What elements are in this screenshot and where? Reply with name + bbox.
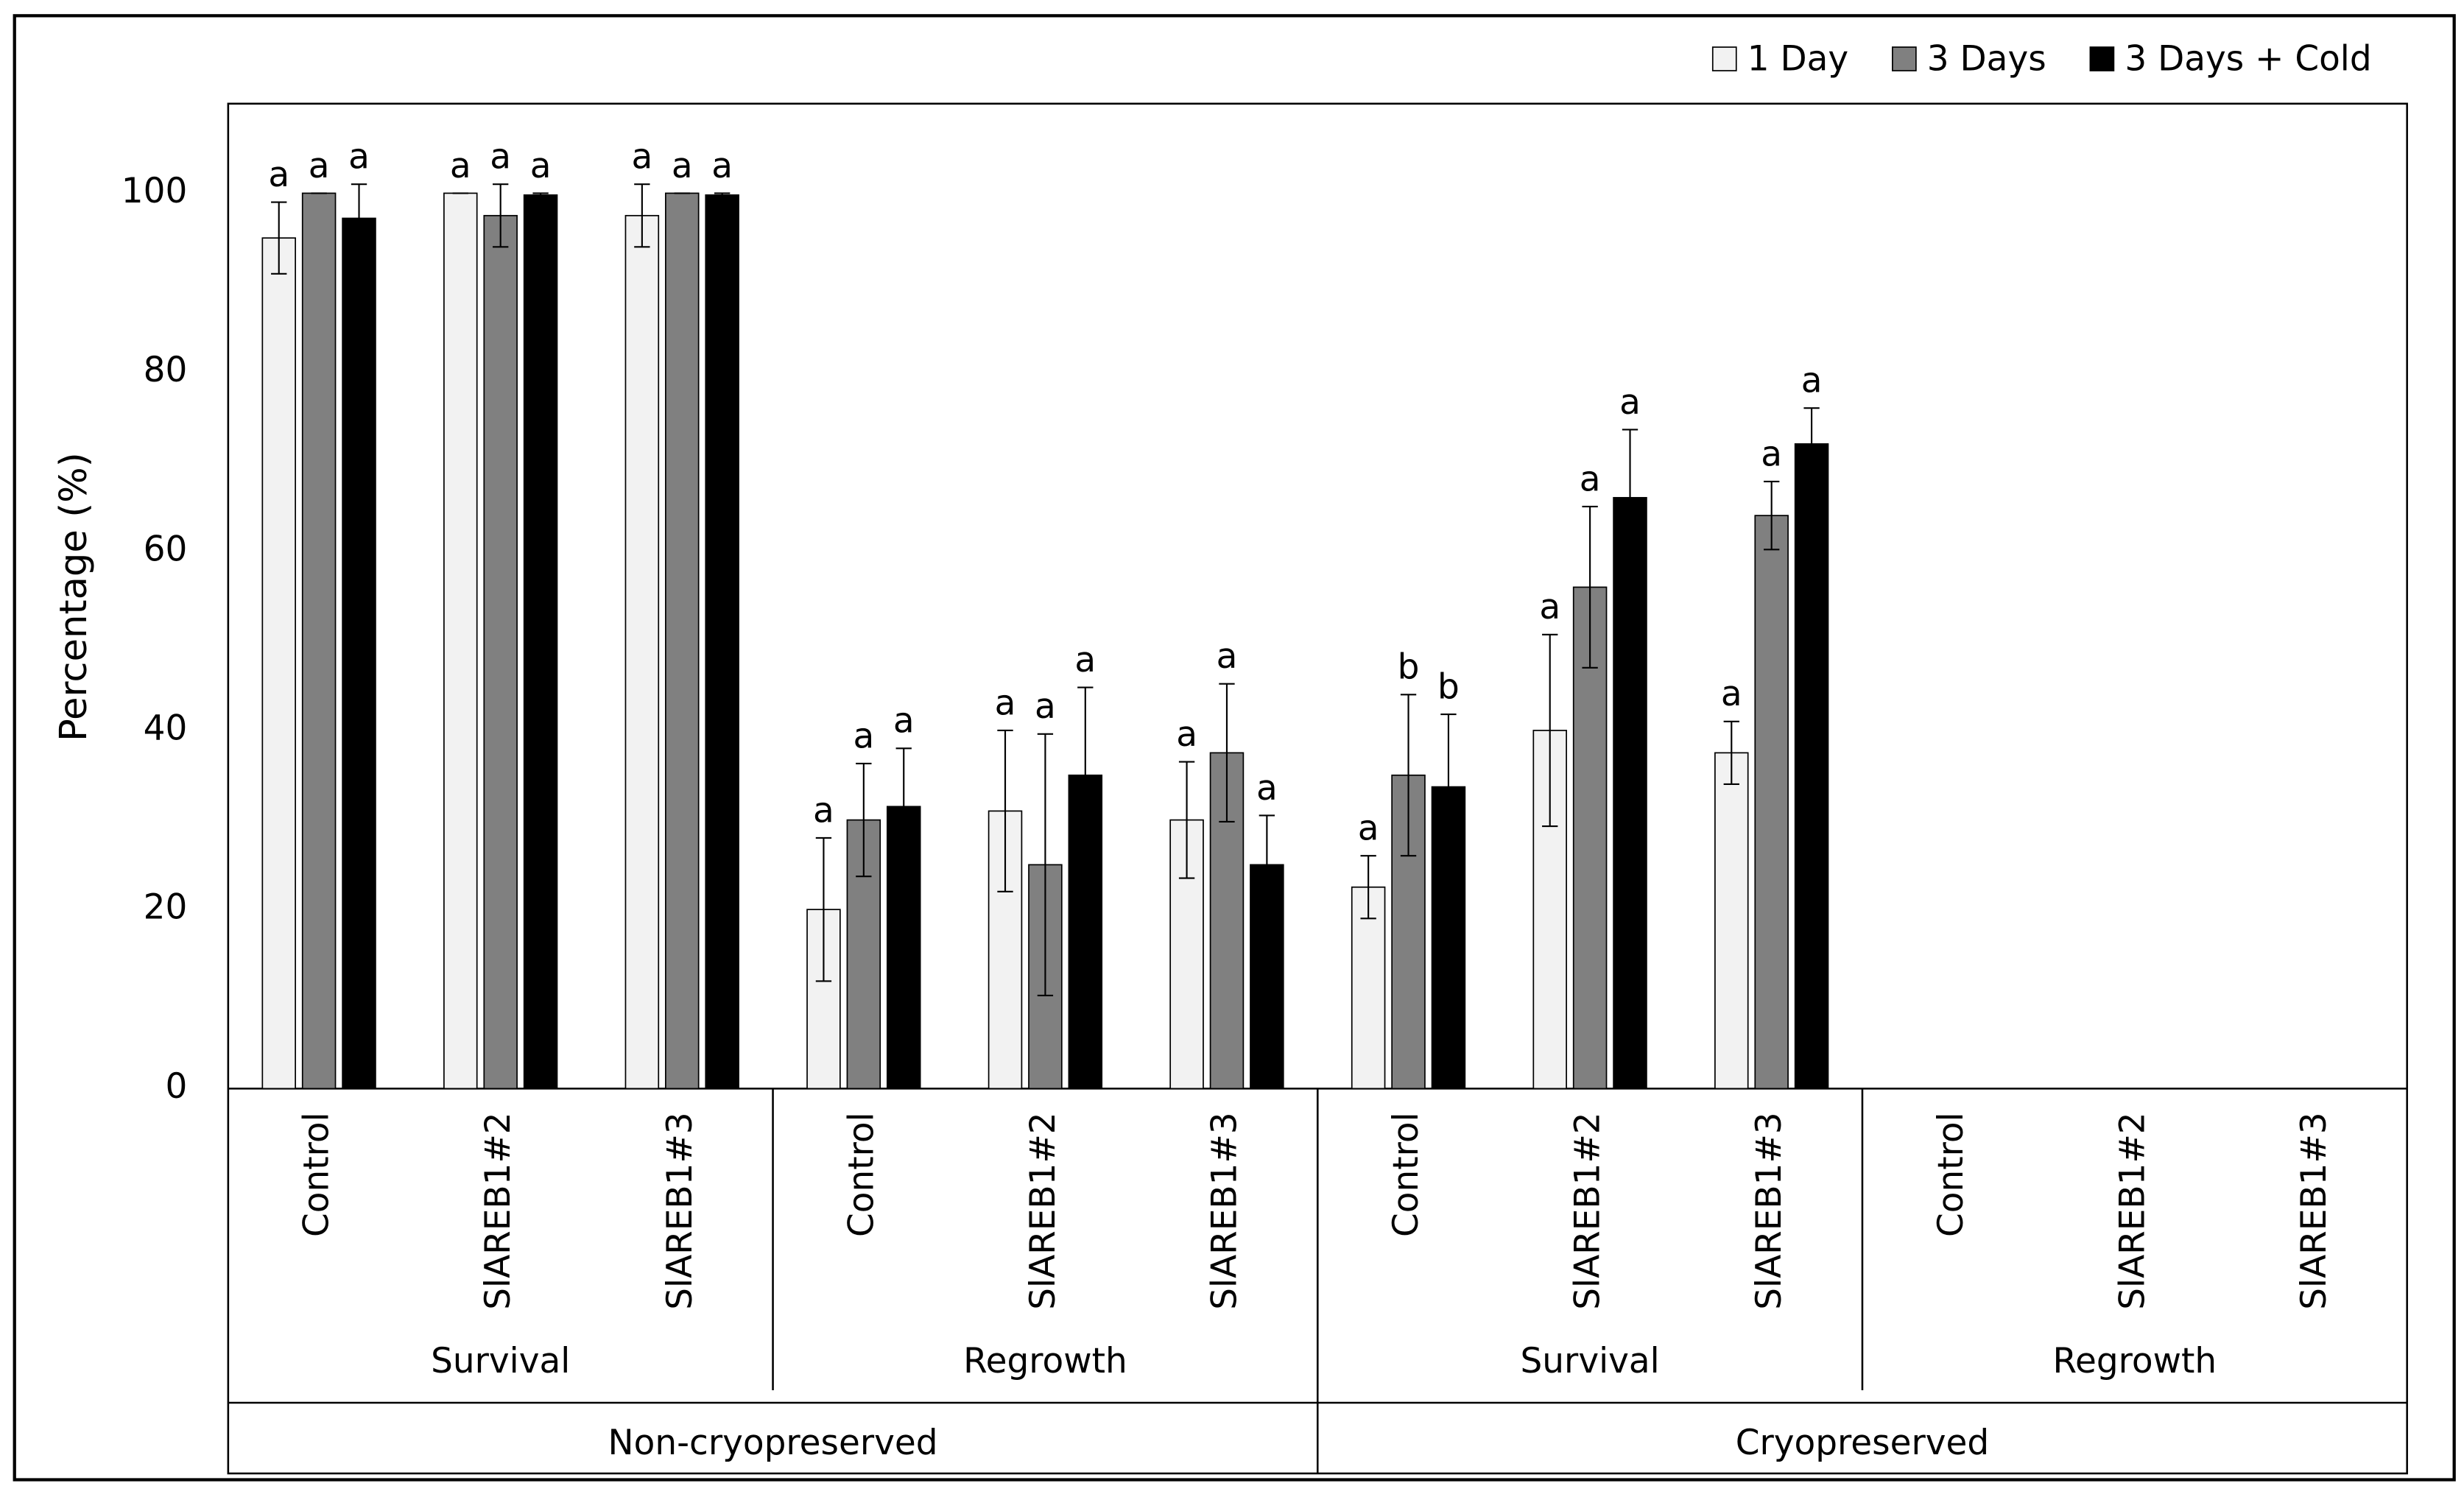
error-bar <box>895 747 912 866</box>
significance-letter: a <box>711 146 733 186</box>
legend-swatch <box>1711 46 1737 71</box>
significance-letter: a <box>813 790 834 831</box>
error-bar <box>1723 720 1739 785</box>
super-group-label: Cryopreserved <box>1736 1423 1989 1463</box>
error-bar <box>493 183 509 248</box>
significance-letter: a <box>893 701 915 742</box>
super-group-label: Non-cryopreserved <box>608 1423 938 1463</box>
legend-label: 3 Days + Cold <box>2125 39 2371 80</box>
significance-letter: a <box>1074 640 1096 680</box>
significance-letter: a <box>1619 382 1641 423</box>
significance-letter: a <box>853 716 874 756</box>
x-tick-label: Control <box>297 1112 337 1237</box>
error-bar <box>714 192 731 198</box>
error-bar <box>271 201 287 275</box>
significance-letter: a <box>490 137 511 177</box>
significance-letter: a <box>1256 768 1278 809</box>
x-tick-label: Control <box>1386 1112 1426 1237</box>
bar <box>1794 443 1829 1090</box>
significance-letter: a <box>1761 434 1782 474</box>
bar <box>342 217 376 1090</box>
x-tick-label: SlAREB1#3 <box>1204 1112 1245 1309</box>
bar <box>1572 586 1608 1090</box>
significance-letter: a <box>672 146 693 186</box>
significance-letter: a <box>1176 714 1197 755</box>
error-bar <box>1219 683 1235 823</box>
x-tick-label: Control <box>1931 1112 1971 1237</box>
bar <box>443 192 478 1090</box>
significance-letter: a <box>268 155 289 195</box>
significance-letter: a <box>1539 587 1560 627</box>
significance-letter: a <box>450 146 471 186</box>
bar <box>261 237 296 1090</box>
error-bar <box>634 183 650 248</box>
x-tick-label: SlAREB1#2 <box>1023 1112 1063 1309</box>
x-tick-label: Control <box>841 1112 881 1237</box>
y-tick-label: 0 <box>166 1066 188 1107</box>
error-bar <box>1440 714 1457 861</box>
legend-swatch <box>2089 46 2115 71</box>
y-axis-title: Percentage (%) <box>52 452 96 742</box>
bar <box>624 214 660 1090</box>
y-tick-label: 60 <box>144 529 188 569</box>
group-label: Survival <box>1521 1341 1660 1381</box>
error-bar <box>1400 694 1417 857</box>
significance-letter: a <box>631 137 652 177</box>
x-tick-label: SlAREB1#2 <box>478 1112 518 1309</box>
y-tick-label: 80 <box>144 350 188 390</box>
error-bar <box>1764 480 1780 551</box>
x-tick-label: SlAREB1#3 <box>2294 1112 2334 1309</box>
error-bar <box>351 183 367 253</box>
significance-letter: b <box>1398 647 1420 688</box>
significance-letter: a <box>1721 674 1742 714</box>
error-bar <box>1037 733 1054 996</box>
bar <box>1714 752 1749 1090</box>
legend-swatch <box>1892 46 1917 71</box>
error-bar <box>1178 761 1195 879</box>
error-bar <box>997 729 1013 892</box>
error-bar <box>815 836 832 982</box>
x-tick-label: SlAREB1#2 <box>1568 1112 1608 1309</box>
error-bar <box>1077 686 1094 864</box>
significance-letter: a <box>1358 809 1379 849</box>
significance-letter: a <box>1035 686 1056 727</box>
error-bar <box>1622 429 1638 567</box>
significance-letter: a <box>1580 459 1601 499</box>
significance-letter: a <box>995 683 1016 723</box>
error-bar <box>1259 814 1275 915</box>
bar <box>523 194 558 1090</box>
significance-letter: a <box>1801 361 1823 401</box>
x-tick-label: SlAREB1#3 <box>660 1112 700 1309</box>
error-bar <box>856 762 872 878</box>
bar <box>483 214 518 1090</box>
legend-label: 3 Days <box>1927 39 2046 80</box>
y-tick-label: 100 <box>122 171 188 211</box>
error-bar <box>1542 633 1558 828</box>
error-bar <box>1582 505 1598 669</box>
bar <box>705 194 739 1090</box>
significance-letter: a <box>530 146 552 186</box>
group-label: Survival <box>431 1341 570 1381</box>
significance-letter: a <box>1217 636 1238 677</box>
bar <box>1613 496 1647 1090</box>
outer-frame <box>13 14 2456 1482</box>
error-bar <box>1360 855 1376 920</box>
significance-letter: b <box>1437 666 1460 707</box>
group-label: Regrowth <box>2053 1341 2217 1381</box>
y-tick-label: 20 <box>144 887 188 928</box>
bar <box>301 192 337 1090</box>
bar <box>665 192 700 1090</box>
group-label: Regrowth <box>963 1341 1127 1381</box>
significance-letter: a <box>309 146 330 186</box>
legend-label: 1 Day <box>1747 39 1848 80</box>
bar <box>1351 886 1386 1090</box>
bar <box>1754 515 1789 1090</box>
significance-letter: a <box>348 137 370 177</box>
error-bar <box>532 192 549 198</box>
y-tick-label: 40 <box>144 708 188 748</box>
x-tick-label: SlAREB1#2 <box>2112 1112 2153 1309</box>
error-bar <box>1803 407 1820 481</box>
x-tick-label: SlAREB1#3 <box>1749 1112 1789 1309</box>
